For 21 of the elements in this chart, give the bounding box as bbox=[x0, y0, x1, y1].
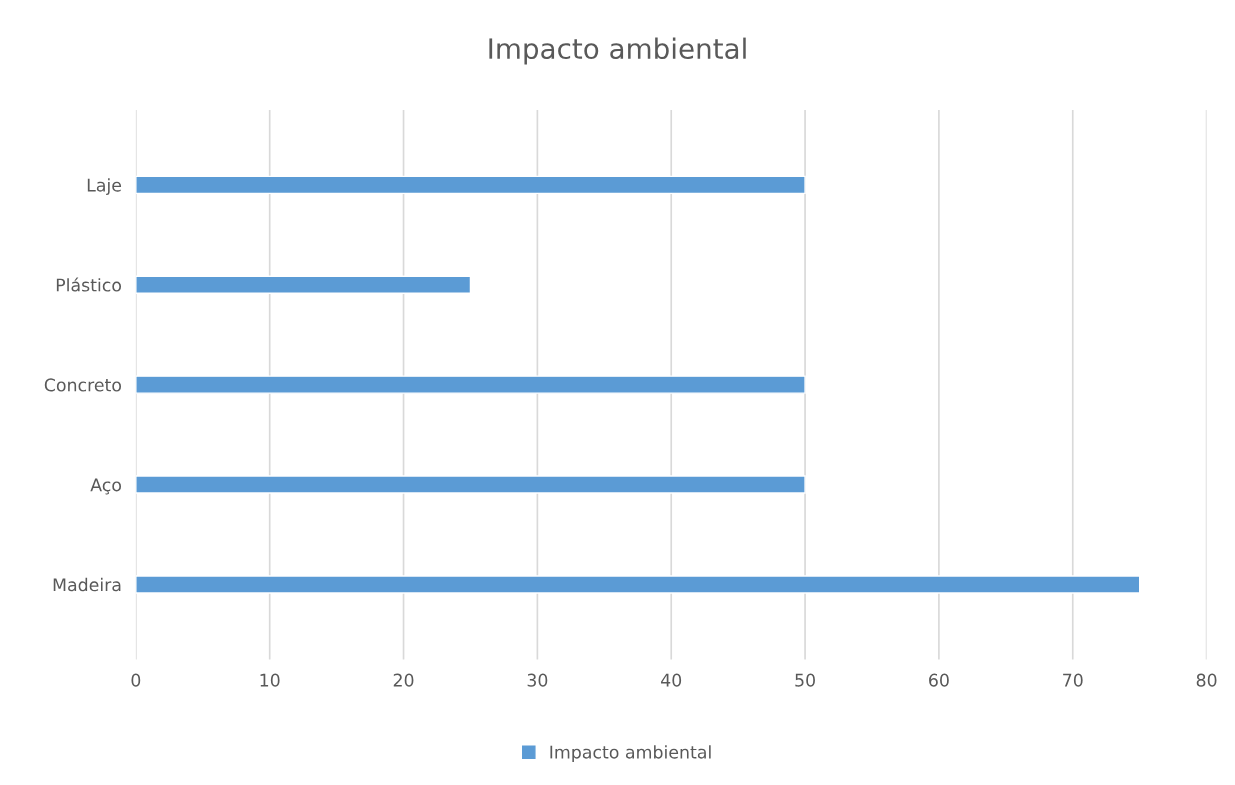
y-tick-label: Laje bbox=[87, 178, 122, 196]
y-tick-label: Plástico bbox=[56, 277, 122, 292]
bar bbox=[135, 375, 806, 394]
bar bbox=[135, 575, 1141, 594]
x-tick-label: 10 bbox=[260, 673, 280, 687]
chart-title: Impacto ambiental bbox=[489, 37, 746, 65]
x-tick-label: 60 bbox=[929, 673, 949, 687]
bar bbox=[135, 275, 472, 294]
x-tick-label: 70 bbox=[1063, 673, 1083, 687]
y-tick-label: Aço bbox=[90, 478, 122, 495]
x-tick-label: 50 bbox=[795, 673, 815, 687]
x-tick-label: 30 bbox=[527, 673, 548, 687]
x-tick-label: 40 bbox=[661, 673, 682, 687]
bar bbox=[135, 175, 806, 195]
x-tick-label: 80 bbox=[1196, 673, 1217, 687]
x-tick-label: 20 bbox=[393, 673, 414, 687]
legend-label: Impacto ambiental bbox=[550, 745, 711, 762]
x-tick-label: 0 bbox=[131, 673, 141, 687]
y-tick-label: Concreto bbox=[44, 378, 122, 392]
bar bbox=[135, 475, 806, 494]
y-tick-label: Madeira bbox=[53, 577, 121, 592]
